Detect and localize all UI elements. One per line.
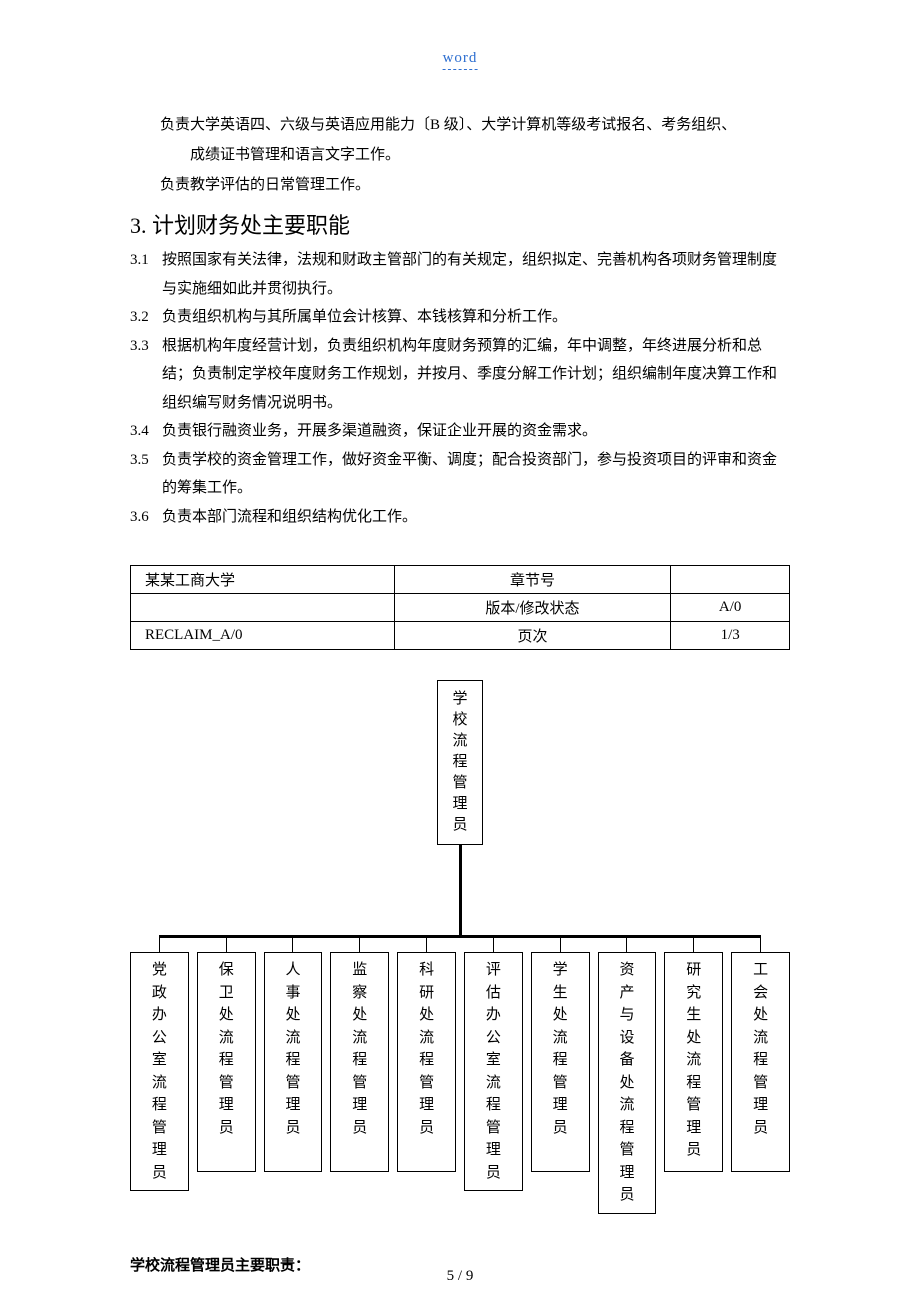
item-number: 3.4: [130, 417, 162, 446]
table-row: 某某工商大学 章节号: [131, 566, 790, 594]
org-chart: 学校流程管理员 党政办公室流程管理员保卫处流程管理员人事处流程管理员监察处流程管…: [130, 680, 790, 1214]
org-child-node: 党政办公室流程管理员: [130, 952, 189, 1191]
org-child-node: 学生处流程管理员: [531, 952, 590, 1172]
org-child-stub: [359, 938, 360, 952]
intro-block: 负责大学英语四、六级与英语应用能力〔B 级〕、大学计算机等级考试报名、考务组织、…: [160, 110, 790, 200]
item-text: 负责银行融资业务，开展多渠道融资，保证企业开展的资金需求。: [162, 417, 790, 446]
org-horizontal-connector: [130, 935, 790, 938]
table-row: 版本/修改状态 A/0: [131, 594, 790, 622]
item-text: 负责学校的资金管理工作，做好资金平衡、调度；配合投资部门，参与投资项目的评审和资…: [162, 446, 790, 503]
org-child-column: 党政办公室流程管理员: [130, 938, 189, 1214]
cell-reclaim: RECLAIM_A/0: [131, 622, 395, 650]
cell-empty: [131, 594, 395, 622]
list-item: 3.6负责本部门流程和组织结构优化工作。: [130, 503, 790, 532]
org-child-stub: [159, 938, 160, 952]
cell-chapter-value: [671, 566, 790, 594]
org-child-column: 资产与设备处流程管理员: [598, 938, 657, 1214]
item-text: 负责组织机构与其所属单位会计核算、本钱核算和分析工作。: [162, 303, 790, 332]
item-text: 按照国家有关法律，法规和财政主管部门的有关规定，组织拟定、完善机构各项财务管理制…: [162, 246, 790, 303]
org-child-node: 资产与设备处流程管理员: [598, 952, 657, 1214]
page-number: 5 / 9: [447, 1268, 474, 1285]
item-number: 3.2: [130, 303, 162, 332]
org-child-stub: [693, 938, 694, 952]
numbered-list: 3.1按照国家有关法律，法规和财政主管部门的有关规定，组织拟定、完善机构各项财务…: [130, 246, 790, 531]
cell-version-label: 版本/修改状态: [394, 594, 671, 622]
item-number: 3.1: [130, 246, 162, 303]
org-children-row: 党政办公室流程管理员保卫处流程管理员人事处流程管理员监察处流程管理员科研处流程管…: [130, 938, 790, 1214]
cell-chapter-label: 章节号: [394, 566, 671, 594]
document-page: word 负责大学英语四、六级与英语应用能力〔B 级〕、大学计算机等级考试报名、…: [0, 0, 920, 1315]
org-child-node: 研究生处流程管理员: [664, 952, 723, 1172]
org-child-stub: [226, 938, 227, 952]
cell-page-label: 页次: [394, 622, 671, 650]
org-child-column: 学生处流程管理员: [531, 938, 590, 1214]
table-row: RECLAIM_A/0 页次 1/3: [131, 622, 790, 650]
item-text: 负责本部门流程和组织结构优化工作。: [162, 503, 790, 532]
org-child-stub: [426, 938, 427, 952]
org-child-stub: [760, 938, 761, 952]
list-item: 3.3根据机构年度经营计划，负责组织机构年度财务预算的汇编，年中调整，年终进展分…: [130, 332, 790, 418]
list-item: 3.1按照国家有关法律，法规和财政主管部门的有关规定，组织拟定、完善机构各项财务…: [130, 246, 790, 303]
item-text: 根据机构年度经营计划，负责组织机构年度财务预算的汇编，年中调整，年终进展分析和总…: [162, 332, 790, 418]
list-item: 3.5负责学校的资金管理工作，做好资金平衡、调度；配合投资部门，参与投资项目的评…: [130, 446, 790, 503]
org-child-node: 监察处流程管理员: [330, 952, 389, 1172]
intro-line-2: 成绩证书管理和语言文字工作。: [160, 140, 790, 170]
cell-page-value: 1/3: [671, 622, 790, 650]
org-child-node: 工会处流程管理员: [731, 952, 790, 1172]
org-child-stub: [493, 938, 494, 952]
org-child-stub: [292, 938, 293, 952]
org-child-node: 人事处流程管理员: [264, 952, 323, 1172]
cell-org: 某某工商大学: [131, 566, 395, 594]
org-child-node: 评估办公室流程管理员: [464, 952, 523, 1191]
content-area: 负责大学英语四、六级与英语应用能力〔B 级〕、大学计算机等级考试报名、考务组织、…: [130, 50, 790, 1275]
cell-version-value: A/0: [671, 594, 790, 622]
org-child-column: 科研处流程管理员: [397, 938, 456, 1214]
org-child-stub: [626, 938, 627, 952]
org-child-column: 监察处流程管理员: [330, 938, 389, 1214]
org-child-column: 人事处流程管理员: [264, 938, 323, 1214]
header-watermark: word: [443, 50, 478, 70]
org-vertical-connector: [459, 845, 462, 935]
list-item: 3.4负责银行融资业务，开展多渠道融资，保证企业开展的资金需求。: [130, 417, 790, 446]
org-child-node: 科研处流程管理员: [397, 952, 456, 1172]
info-table: 某某工商大学 章节号 版本/修改状态 A/0 RECLAIM_A/0 页次 1/…: [130, 565, 790, 650]
org-child-stub: [560, 938, 561, 952]
intro-line-1: 负责大学英语四、六级与英语应用能力〔B 级〕、大学计算机等级考试报名、考务组织、: [160, 110, 790, 140]
org-child-column: 评估办公室流程管理员: [464, 938, 523, 1214]
org-root-node: 学校流程管理员: [437, 680, 482, 845]
org-root-row: 学校流程管理员: [130, 680, 790, 845]
org-child-column: 保卫处流程管理员: [197, 938, 256, 1214]
item-number: 3.6: [130, 503, 162, 532]
section-heading: 3. 计划财务处主要职能: [130, 208, 790, 240]
org-child-column: 工会处流程管理员: [731, 938, 790, 1214]
item-number: 3.5: [130, 446, 162, 503]
org-child-node: 保卫处流程管理员: [197, 952, 256, 1172]
list-item: 3.2负责组织机构与其所属单位会计核算、本钱核算和分析工作。: [130, 303, 790, 332]
intro-line-3: 负责教学评估的日常管理工作。: [160, 170, 790, 200]
org-child-column: 研究生处流程管理员: [664, 938, 723, 1214]
item-number: 3.3: [130, 332, 162, 418]
org-h-line: [159, 935, 760, 938]
